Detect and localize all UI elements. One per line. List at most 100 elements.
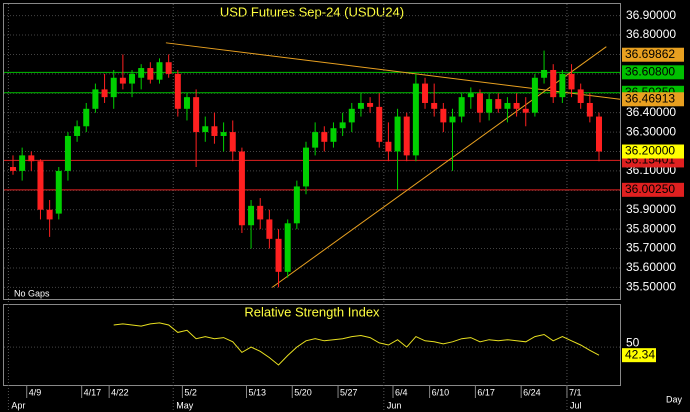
- candle-body: [129, 73, 136, 84]
- candle-body: [46, 209, 53, 220]
- candle-body: [522, 108, 529, 113]
- candle-body: [284, 223, 291, 272]
- candle-body: [19, 155, 26, 171]
- level-label: 36.00250: [625, 182, 675, 196]
- x-tick-label: 5/27: [340, 387, 358, 397]
- candle-body: [367, 102, 374, 107]
- candle-body: [440, 108, 447, 123]
- candle-body: [83, 108, 90, 127]
- rsi-title: Relative Strength Index: [244, 304, 380, 319]
- candle-body: [229, 132, 236, 152]
- candle-body: [568, 73, 575, 90]
- candle-body: [495, 99, 502, 109]
- x-tick-label: 6/4: [395, 387, 408, 397]
- candle-body: [504, 102, 511, 109]
- x-tick-label: 4/22: [111, 387, 129, 397]
- candle-body: [275, 238, 282, 272]
- candle-body: [174, 73, 181, 109]
- candle-body: [138, 68, 145, 78]
- candle-body: [449, 116, 456, 123]
- y-tick-label: 35.50000: [626, 280, 676, 294]
- candle-body: [577, 89, 584, 103]
- x-tick-label: 6/17: [477, 387, 495, 397]
- last-price-label: 36.20000: [625, 144, 675, 158]
- candle-body: [586, 102, 593, 117]
- candle-body: [10, 167, 16, 171]
- candle-body: [110, 77, 117, 98]
- candle-body: [37, 161, 44, 210]
- candle-body: [394, 116, 401, 152]
- price-panel: [3, 3, 621, 300]
- candle-body: [101, 89, 108, 98]
- y-tick-label: 36.40000: [626, 105, 676, 119]
- candle-body: [303, 147, 309, 187]
- x-tick-label: 6/10: [432, 387, 450, 397]
- candle-body: [293, 186, 300, 224]
- candle-body: [119, 77, 126, 84]
- note: No Gaps: [14, 288, 50, 298]
- candle-body: [193, 97, 200, 133]
- candle-body: [559, 73, 566, 98]
- candle-body: [321, 132, 328, 142]
- candle-body: [458, 97, 465, 117]
- candle-body: [92, 89, 99, 109]
- candle-body: [550, 69, 557, 98]
- y-tick-label: 36.80000: [626, 27, 676, 41]
- candle-body: [541, 69, 548, 78]
- candle-body: [147, 68, 154, 80]
- candle-body: [266, 219, 273, 239]
- x-tick-label: 5/2: [184, 387, 197, 397]
- candle-body: [596, 116, 602, 152]
- candle-body: [183, 97, 190, 109]
- rsi-last-label: 42.34: [625, 347, 655, 361]
- rsi-panel: [3, 304, 621, 386]
- candle-body: [330, 128, 337, 142]
- candle-body: [348, 108, 355, 123]
- month-label: Jun: [387, 400, 402, 410]
- candle-body: [513, 102, 520, 109]
- y-tick-label: 36.30000: [626, 124, 676, 138]
- candle-body: [486, 99, 493, 113]
- candle-body: [467, 93, 474, 98]
- candle-body: [422, 83, 429, 103]
- candle-body: [312, 132, 319, 148]
- candle-body: [257, 205, 264, 220]
- candle-body: [385, 141, 392, 152]
- x-tick-label: 7/1: [569, 387, 582, 397]
- trendline-label: 36.46913: [625, 91, 675, 105]
- month-label: Jul: [570, 400, 582, 410]
- candle-body: [357, 102, 364, 109]
- candle-body: [64, 135, 71, 171]
- candle-body: [28, 155, 35, 162]
- candle-body: [248, 205, 255, 226]
- candle-body: [376, 106, 383, 142]
- level-tag: [622, 65, 684, 80]
- last-price-tag: [622, 144, 684, 159]
- candle-body: [403, 116, 410, 156]
- candle-body: [238, 151, 245, 226]
- candle-body: [220, 132, 227, 136]
- candle-body: [202, 126, 209, 133]
- rsi-tag: [622, 348, 656, 363]
- period-label: Day: [666, 394, 683, 404]
- candle-body: [431, 102, 438, 109]
- trendline-tag: [622, 92, 684, 107]
- y-tick-label: 35.70000: [626, 241, 676, 255]
- candle-body: [476, 93, 483, 113]
- y-tick-label: 35.80000: [626, 221, 676, 235]
- level-label: 36.60800: [625, 64, 675, 78]
- month-label: Apr: [11, 400, 25, 410]
- chart-title: USD Futures Sep-24 (USDU24): [220, 4, 404, 19]
- x-tick-label: 4/9: [29, 387, 42, 397]
- x-tick-label: 5/20: [294, 387, 312, 397]
- candle-body: [55, 170, 62, 214]
- y-tick-label: 36.90000: [626, 8, 676, 22]
- candle-body: [74, 126, 81, 136]
- candle-body: [156, 62, 163, 80]
- trendline: [165, 42, 621, 100]
- rsi-tick-label: 50: [626, 335, 640, 349]
- x-tick-label: 6/24: [523, 387, 541, 397]
- candle-body: [412, 83, 419, 156]
